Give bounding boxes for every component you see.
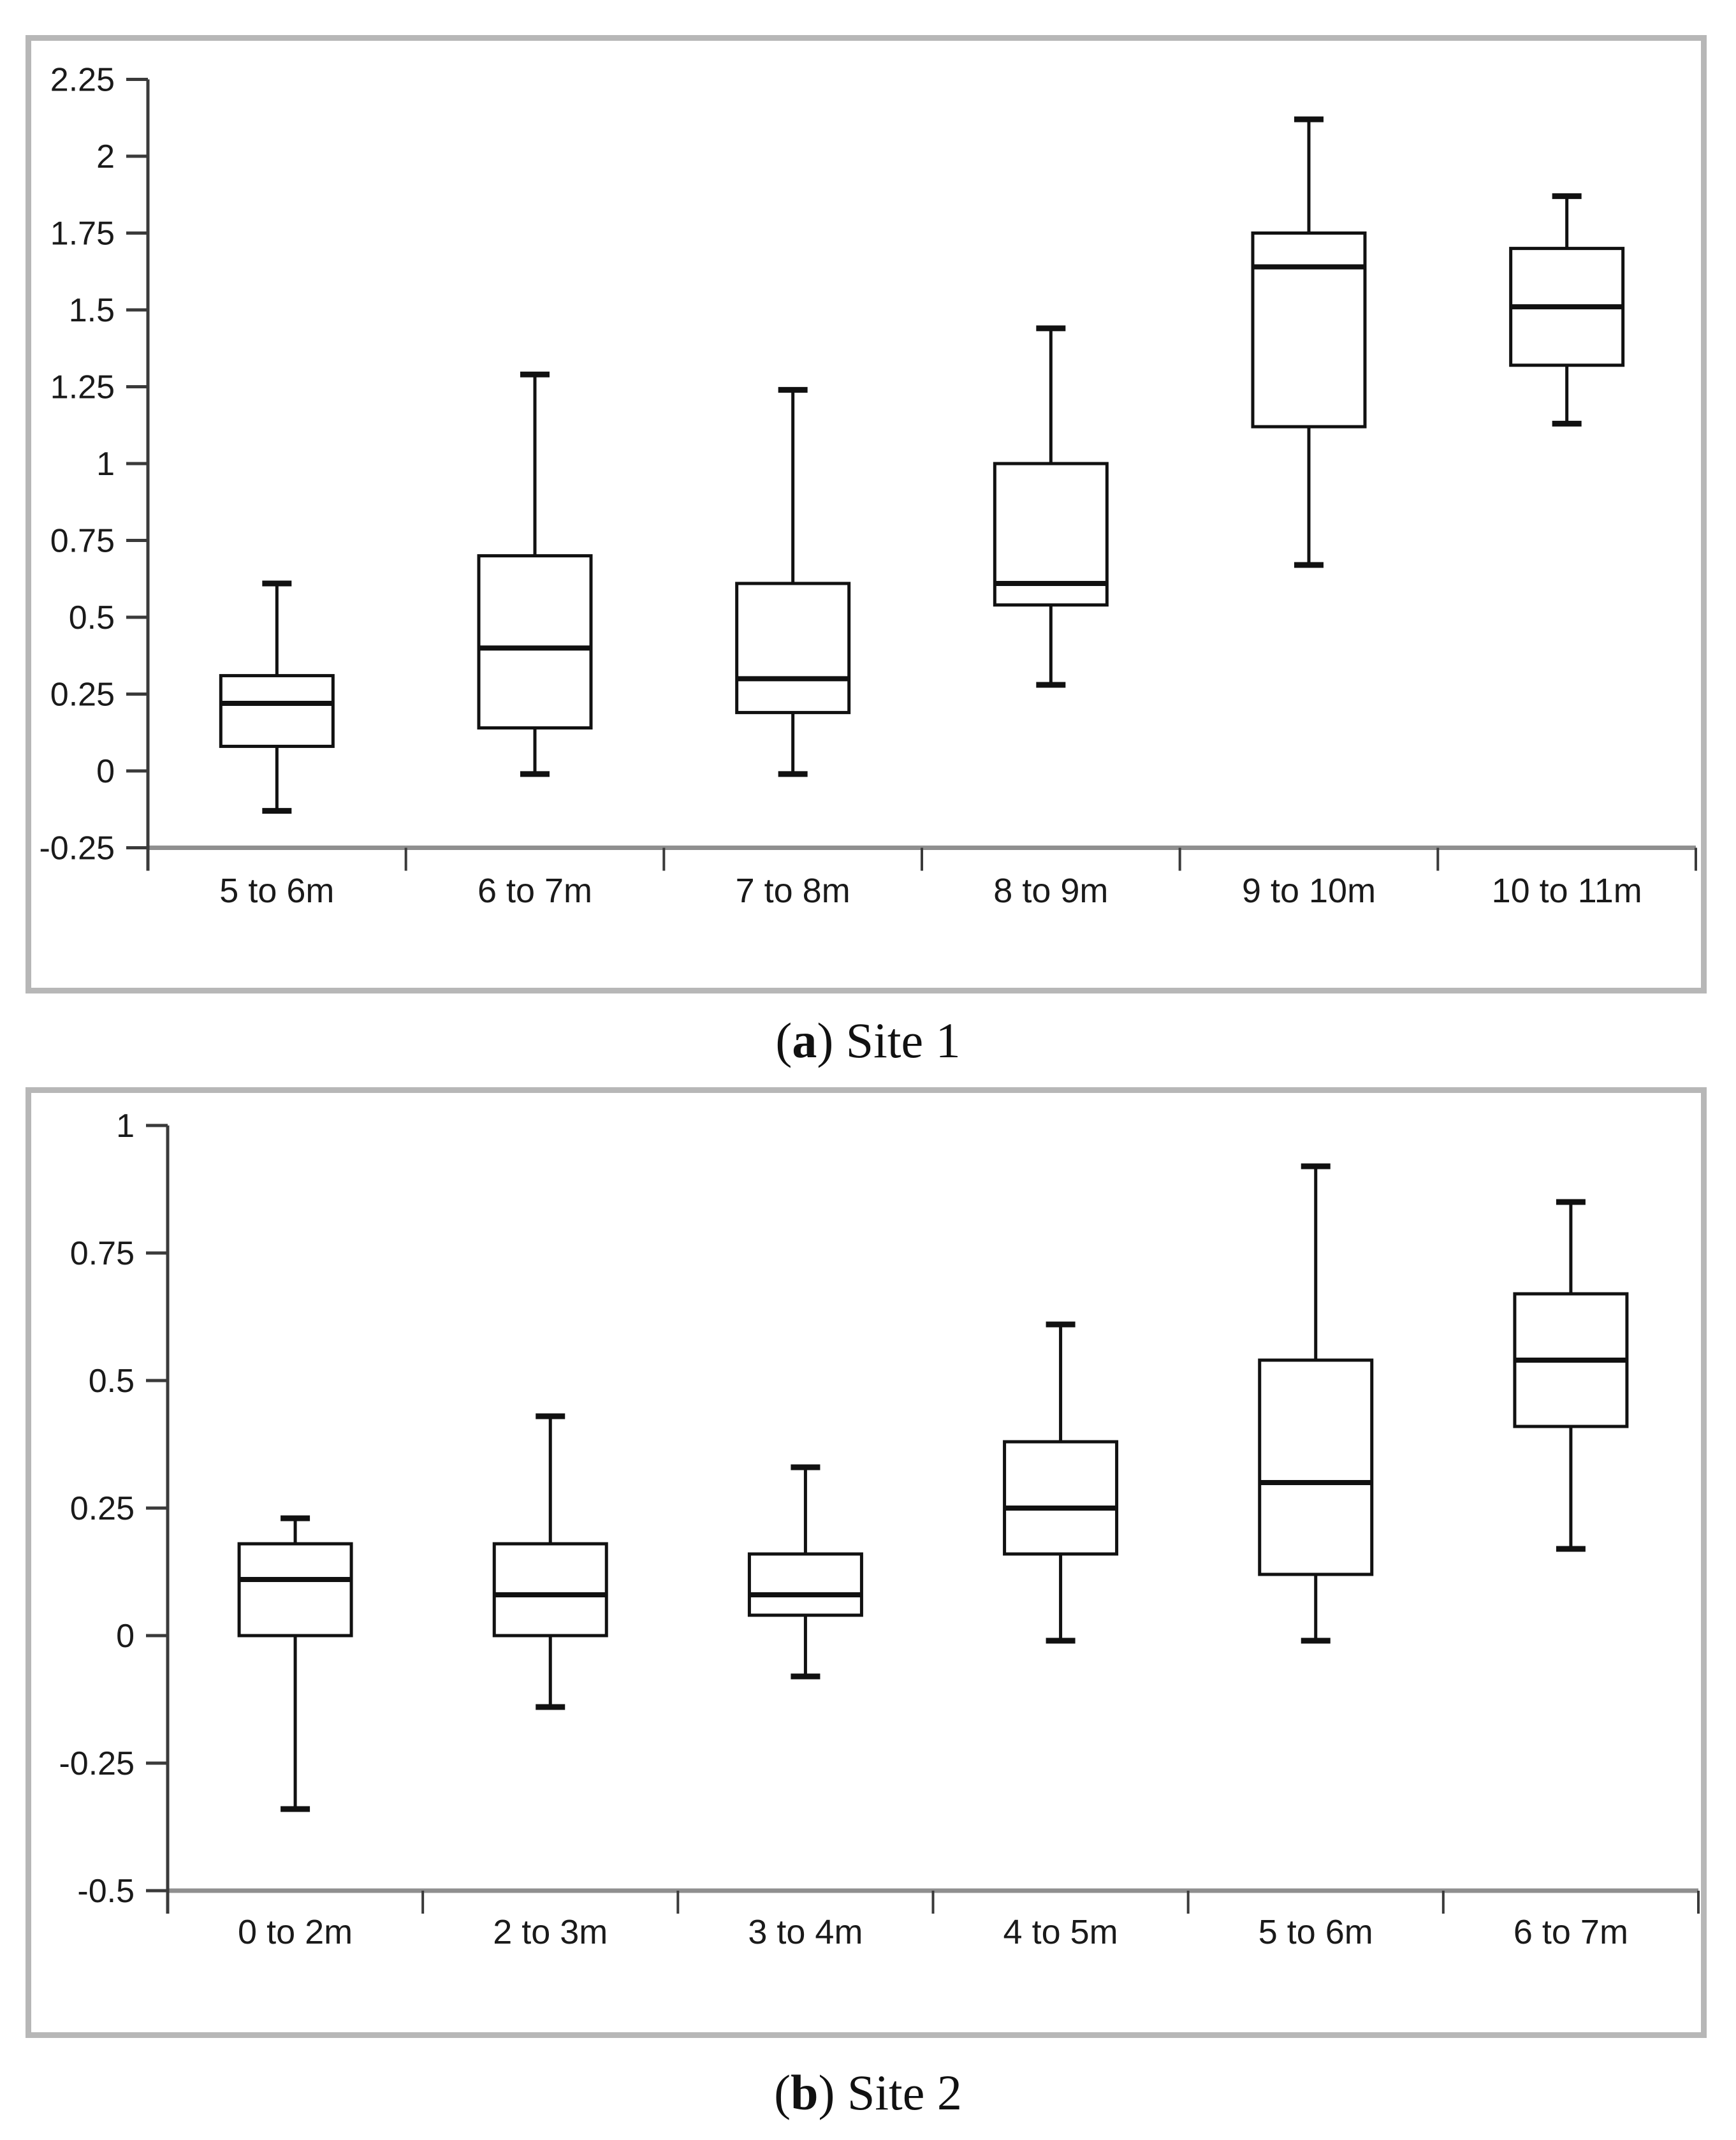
site2-caption: (b) Site 2: [0, 2055, 1736, 2131]
site1-panel-frame: [26, 35, 1707, 993]
site1-caption-text: ) Site 1: [817, 1013, 961, 1068]
site2-caption-open-paren: (: [774, 2065, 791, 2120]
site2-panel-frame: [26, 1087, 1707, 2038]
site1-caption-open-paren: (: [775, 1013, 792, 1068]
site2-caption-text: ) Site 2: [818, 2065, 962, 2120]
site2-caption-letter: b: [791, 2065, 819, 2120]
site1-caption-letter: a: [792, 1013, 817, 1068]
site1-caption: (a) Site 1: [0, 1002, 1736, 1079]
